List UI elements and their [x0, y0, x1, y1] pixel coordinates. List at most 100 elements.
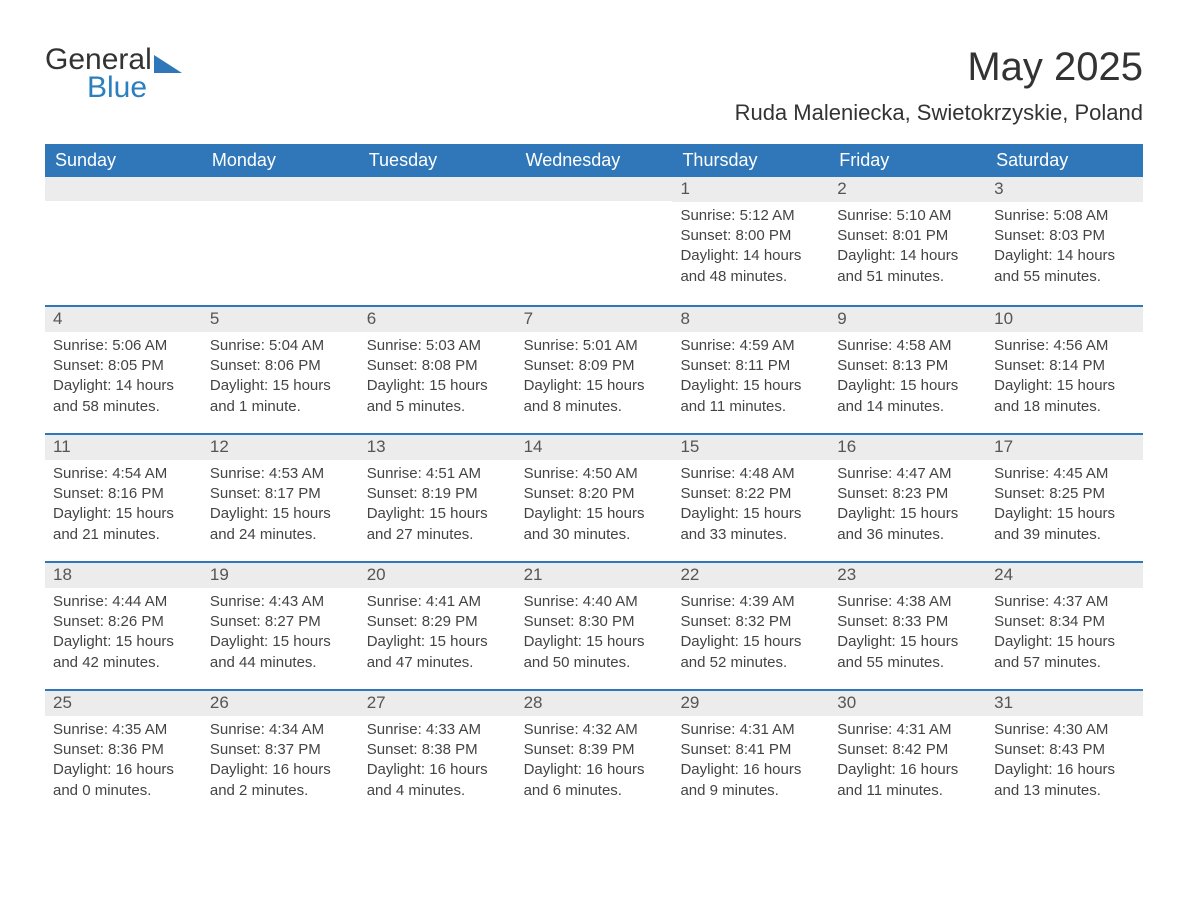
day-cell: 18 Sunrise: 4:44 AMSunset: 8:26 PMDayligh… [45, 563, 202, 689]
day-info: Sunrise: 4:37 AMSunset: 8:34 PMDaylight:… [994, 592, 1135, 673]
month-year: May 2025 [735, 45, 1143, 90]
sunrise-text: Sunrise: 4:41 AM [367, 592, 508, 612]
day-cell: 22 Sunrise: 4:39 AMSunset: 8:32 PMDayligh… [672, 563, 829, 689]
sunset-text: Sunset: 8:06 PM [210, 356, 351, 376]
day-number: 21 [516, 563, 673, 588]
sunset-text: Sunset: 8:08 PM [367, 356, 508, 376]
day-info: Sunrise: 4:44 AMSunset: 8:26 PMDaylight:… [53, 592, 194, 673]
daylight-text: Daylight: 16 hours and 13 minutes. [994, 760, 1135, 801]
day-number: 30 [829, 691, 986, 716]
sunset-text: Sunset: 8:22 PM [680, 484, 821, 504]
sunset-text: Sunset: 8:25 PM [994, 484, 1135, 504]
day-cell: 21 Sunrise: 4:40 AMSunset: 8:30 PMDayligh… [516, 563, 673, 689]
day-info: Sunrise: 5:12 AMSunset: 8:00 PMDaylight:… [680, 206, 821, 287]
sunrise-text: Sunrise: 5:08 AM [994, 206, 1135, 226]
weekday-label: Monday [202, 144, 359, 177]
sunrise-text: Sunrise: 4:43 AM [210, 592, 351, 612]
sunrise-text: Sunrise: 4:58 AM [837, 336, 978, 356]
sunset-text: Sunset: 8:11 PM [680, 356, 821, 376]
daylight-text: Daylight: 15 hours and 27 minutes. [367, 504, 508, 545]
sunrise-text: Sunrise: 4:40 AM [524, 592, 665, 612]
day-number: 8 [672, 307, 829, 332]
daylight-text: Daylight: 15 hours and 57 minutes. [994, 632, 1135, 673]
day-info: Sunrise: 4:39 AMSunset: 8:32 PMDaylight:… [680, 592, 821, 673]
daylight-text: Daylight: 15 hours and 14 minutes. [837, 376, 978, 417]
sunset-text: Sunset: 8:03 PM [994, 226, 1135, 246]
day-info: Sunrise: 4:40 AMSunset: 8:30 PMDaylight:… [524, 592, 665, 673]
day-number: 1 [672, 177, 829, 202]
weekday-label: Tuesday [359, 144, 516, 177]
day-cell: 4Sunrise: 5:06 AMSunset: 8:05 PMDaylight… [45, 307, 202, 433]
day-cell: 25Sunrise: 4:35 AMSunset: 8:36 PMDayligh… [45, 691, 202, 817]
weekday-label: Sunday [45, 144, 202, 177]
daylight-text: Daylight: 15 hours and 1 minute. [210, 376, 351, 417]
day-cell: 12Sunrise: 4:53 AMSunset: 8:17 PMDayligh… [202, 435, 359, 561]
sunset-text: Sunset: 8:05 PM [53, 356, 194, 376]
sunrise-text: Sunrise: 4:34 AM [210, 720, 351, 740]
daylight-text: Daylight: 16 hours and 6 minutes. [524, 760, 665, 801]
day-cell: 17Sunrise: 4:45 AMSunset: 8:25 PMDayligh… [986, 435, 1143, 561]
daylight-text: Daylight: 15 hours and 52 minutes. [680, 632, 821, 673]
brand-triangle-icon [154, 49, 182, 79]
daylight-text: Daylight: 15 hours and 47 minutes. [367, 632, 508, 673]
day-info: Sunrise: 4:47 AMSunset: 8:23 PMDaylight:… [837, 464, 978, 545]
day-cell: 19Sunrise: 4:43 AMSunset: 8:27 PMDayligh… [202, 563, 359, 689]
week-row: 4Sunrise: 5:06 AMSunset: 8:05 PMDaylight… [45, 305, 1143, 433]
day-info: Sunrise: 4:50 AMSunset: 8:20 PMDaylight:… [524, 464, 665, 545]
day-number: 17 [986, 435, 1143, 460]
day-number: 9 [829, 307, 986, 332]
sunrise-text: Sunrise: 5:03 AM [367, 336, 508, 356]
week-row: 11 Sunrise: 4:54 AMSunset: 8:16 PMDayligh… [45, 433, 1143, 561]
day-number: 22 [672, 563, 829, 588]
sunset-text: Sunset: 8:16 PM [53, 484, 194, 504]
day-cell: 29 Sunrise: 4:31 AMSunset: 8:41 PMDayligh… [672, 691, 829, 817]
day-number: 27 [359, 691, 516, 716]
day-info: Sunrise: 4:31 AMSunset: 8:41 PMDaylight:… [680, 720, 821, 801]
sunrise-text: Sunrise: 4:39 AM [680, 592, 821, 612]
day-cell [359, 177, 516, 305]
sunrise-text: Sunrise: 4:30 AM [994, 720, 1135, 740]
sunrise-text: Sunrise: 4:56 AM [994, 336, 1135, 356]
sunset-text: Sunset: 8:36 PM [53, 740, 194, 760]
sunrise-text: Sunrise: 4:37 AM [994, 592, 1135, 612]
day-cell: 8Sunrise: 4:59 AMSunset: 8:11 PMDaylight… [672, 307, 829, 433]
day-number: 4 [45, 307, 202, 332]
day-info: Sunrise: 4:34 AMSunset: 8:37 PMDaylight:… [210, 720, 351, 801]
sunrise-text: Sunrise: 4:31 AM [680, 720, 821, 740]
sunset-text: Sunset: 8:39 PM [524, 740, 665, 760]
day-number: 29 [672, 691, 829, 716]
day-number: 3 [986, 177, 1143, 202]
daylight-text: Daylight: 15 hours and 42 minutes. [53, 632, 194, 673]
day-info: Sunrise: 4:54 AMSunset: 8:16 PMDaylight:… [53, 464, 194, 545]
day-number: 11 [45, 435, 202, 460]
day-number: 6 [359, 307, 516, 332]
day-cell: 6 Sunrise: 5:03 AMSunset: 8:08 PMDaylight… [359, 307, 516, 433]
sunrise-text: Sunrise: 4:33 AM [367, 720, 508, 740]
day-number [45, 177, 202, 201]
sunrise-text: Sunrise: 4:59 AM [680, 336, 821, 356]
daylight-text: Daylight: 15 hours and 5 minutes. [367, 376, 508, 417]
day-number: 18 [45, 563, 202, 588]
week-row: 18 Sunrise: 4:44 AMSunset: 8:26 PMDayligh… [45, 561, 1143, 689]
sunrise-text: Sunrise: 4:32 AM [524, 720, 665, 740]
sunset-text: Sunset: 8:14 PM [994, 356, 1135, 376]
day-number: 5 [202, 307, 359, 332]
title-block: May 2025 Ruda Maleniecka, Swietokrzyskie… [735, 45, 1143, 126]
day-info: Sunrise: 4:51 AMSunset: 8:19 PMDaylight:… [367, 464, 508, 545]
sunrise-text: Sunrise: 4:47 AM [837, 464, 978, 484]
day-info: Sunrise: 5:10 AMSunset: 8:01 PMDaylight:… [837, 206, 978, 287]
week-row: 25Sunrise: 4:35 AMSunset: 8:36 PMDayligh… [45, 689, 1143, 817]
day-number: 10 [986, 307, 1143, 332]
day-info: Sunrise: 4:58 AMSunset: 8:13 PMDaylight:… [837, 336, 978, 417]
day-cell: 26Sunrise: 4:34 AMSunset: 8:37 PMDayligh… [202, 691, 359, 817]
day-info: Sunrise: 4:30 AMSunset: 8:43 PMDaylight:… [994, 720, 1135, 801]
daylight-text: Daylight: 16 hours and 11 minutes. [837, 760, 978, 801]
day-number: 15 [672, 435, 829, 460]
daylight-text: Daylight: 16 hours and 9 minutes. [680, 760, 821, 801]
day-info: Sunrise: 4:53 AMSunset: 8:17 PMDaylight:… [210, 464, 351, 545]
day-info: Sunrise: 4:33 AMSunset: 8:38 PMDaylight:… [367, 720, 508, 801]
sunset-text: Sunset: 8:38 PM [367, 740, 508, 760]
day-number: 25 [45, 691, 202, 716]
day-number: 23 [829, 563, 986, 588]
day-cell: 31Sunrise: 4:30 AMSunset: 8:43 PMDayligh… [986, 691, 1143, 817]
